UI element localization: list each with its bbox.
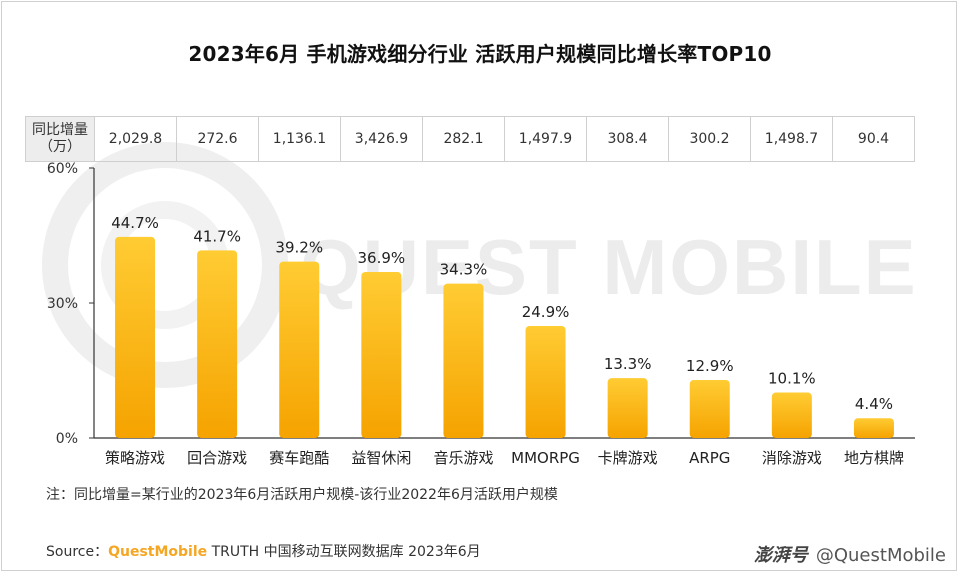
table-cell: 3,426.9 — [340, 116, 423, 162]
y-tick-label: 30% — [47, 296, 78, 312]
bar — [115, 236, 156, 438]
category-label: 策略游戏 — [105, 449, 165, 467]
source-brand: QuestMobile — [108, 544, 208, 560]
y-tick-label: 60% — [47, 161, 78, 177]
category-label: 音乐游戏 — [433, 449, 493, 467]
table-cell: 1,497.9 — [504, 116, 587, 162]
table-cell: 1,498.7 — [750, 116, 833, 162]
table-cell: 308.4 — [586, 116, 669, 162]
bar — [197, 250, 238, 438]
bar — [607, 378, 648, 438]
source-prefix: Source： — [46, 544, 109, 560]
credit: 澎湃号 @QuestMobile — [754, 541, 946, 567]
credit-logo: 澎湃号 — [753, 545, 808, 566]
category-label: 赛车跑酷 — [269, 449, 329, 467]
category-label: MMORPG — [511, 449, 580, 467]
bar-value-label: 44.7% — [111, 214, 159, 232]
table-row: 同比增量 （万） 2,029.8 272.6 1,136.1 3,426.9 2… — [25, 116, 915, 162]
table-header-line2: （万） — [39, 139, 81, 155]
bar — [361, 271, 402, 438]
source-rest: TRUTH 中国移动互联网数据库 2023年6月 — [207, 544, 481, 560]
bar-value-label: 4.4% — [855, 395, 893, 413]
source-line: Source：QuestMobile TRUTH 中国移动互联网数据库 2023… — [46, 541, 481, 561]
bar-value-label: 41.7% — [193, 227, 241, 245]
category-label: 益智休闲 — [351, 449, 411, 467]
bar-value-label: 39.2% — [275, 239, 323, 257]
category-label: 回合游戏 — [187, 449, 247, 467]
table-header-line1: 同比增量 — [32, 122, 88, 138]
category-label: ARPG — [689, 449, 730, 467]
bar — [689, 379, 730, 438]
bar — [279, 261, 320, 438]
footnote: 注：同比增量=某行业的2023年6月活跃用户规模-该行业2022年6月活跃用户规… — [46, 487, 558, 503]
table-cell: 272.6 — [176, 116, 259, 162]
table-cell: 2,029.8 — [94, 116, 177, 162]
bar — [771, 392, 812, 438]
credit-handle: @QuestMobile — [815, 545, 946, 566]
table-cell: 1,136.1 — [258, 116, 341, 162]
bar-value-label: 13.3% — [604, 355, 652, 373]
chart-title: 2023年6月 手机游戏细分行业 活跃用户规模同比增长率TOP10 — [188, 42, 772, 66]
y-tick-label: 0% — [56, 431, 78, 447]
table-cell: 300.2 — [668, 116, 751, 162]
yoy-increment-table: 同比增量 （万） 2,029.8 272.6 1,136.1 3,426.9 2… — [25, 116, 915, 162]
bar-value-label: 34.3% — [440, 261, 488, 279]
bar — [853, 418, 894, 438]
bar-value-label: 24.9% — [522, 303, 570, 321]
bar-value-label: 12.9% — [686, 357, 734, 375]
table-cell: 282.1 — [422, 116, 505, 162]
bar — [525, 325, 566, 438]
bar-value-label: 36.9% — [358, 249, 406, 267]
bar-value-label: 10.1% — [768, 370, 816, 388]
category-label: 消除游戏 — [762, 449, 822, 467]
bar — [443, 283, 484, 438]
category-label: 卡牌游戏 — [598, 449, 658, 467]
table-cell: 90.4 — [832, 116, 915, 162]
category-label: 地方棋牌 — [844, 449, 904, 467]
